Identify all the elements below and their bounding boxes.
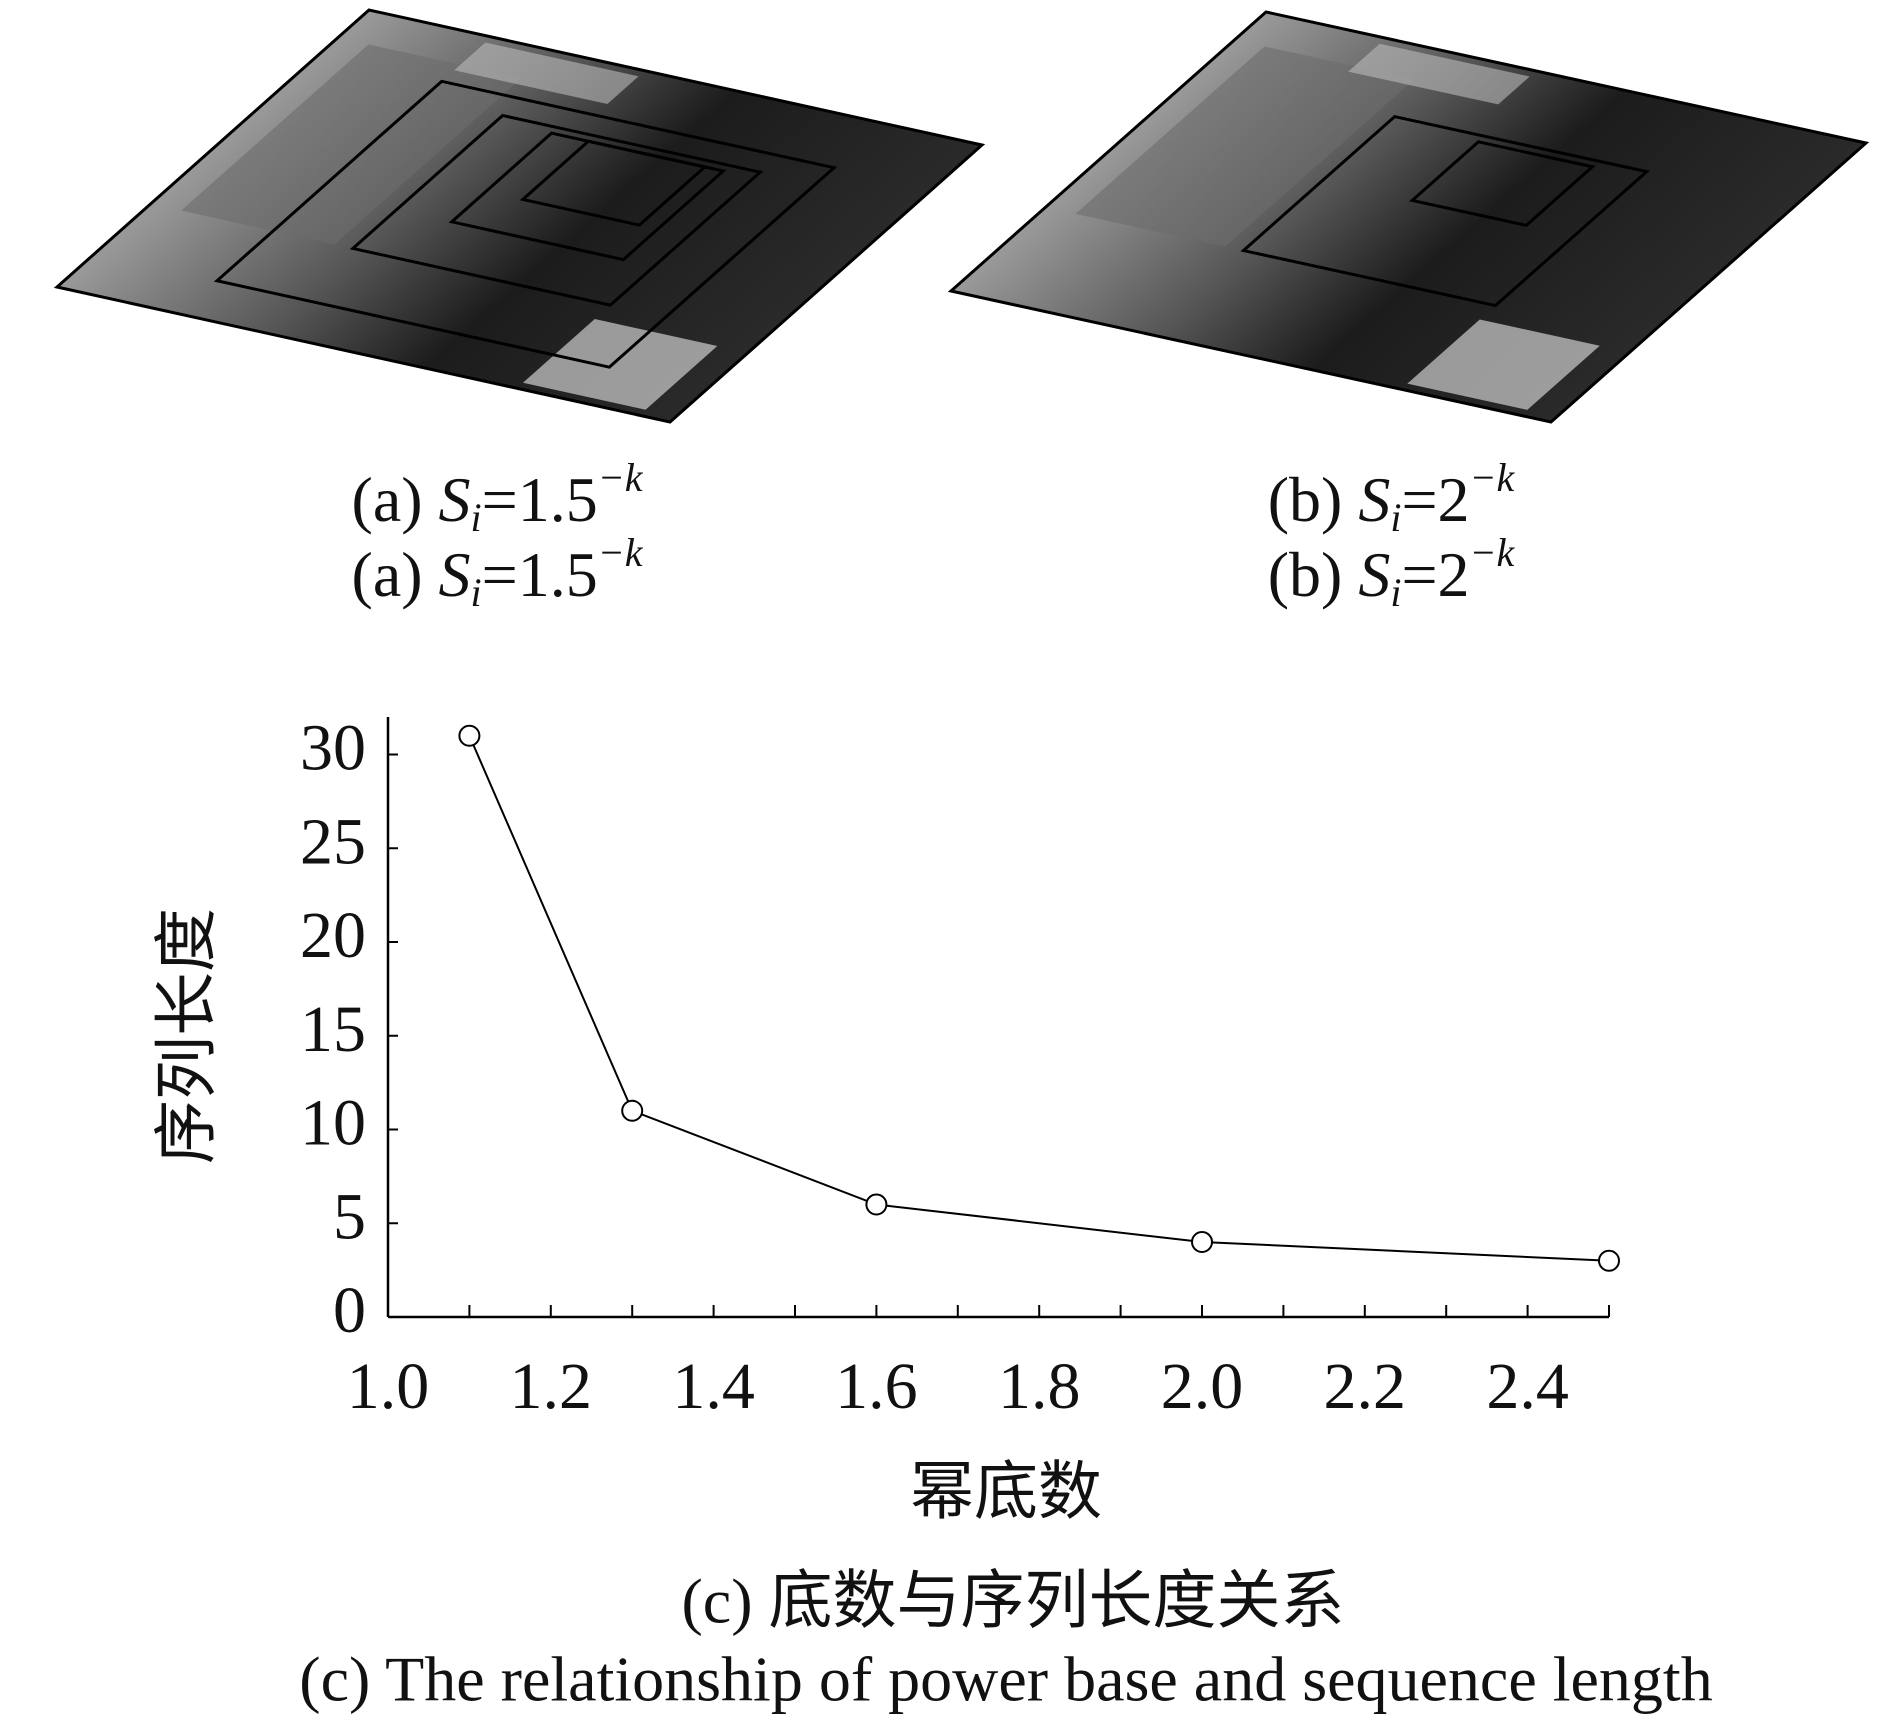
caption-value: =1.5 — [482, 464, 598, 535]
x-tick-label: 1.8 — [998, 1350, 1081, 1423]
y-axis-label: 序列长度 — [152, 908, 223, 1164]
data-point — [1191, 1231, 1213, 1253]
y-tick-label: 20 — [300, 899, 366, 972]
caption-label: (b) — [1268, 464, 1343, 535]
caption-subscript: i — [1390, 495, 1401, 540]
y-tick-label: 5 — [333, 1180, 366, 1253]
x-tick-label: 1.4 — [672, 1350, 755, 1423]
x-tick-label: 2.0 — [1161, 1350, 1244, 1423]
pyramid-image-a — [57, 10, 982, 422]
chart-caption-en: (c) The relationship of power base and s… — [299, 1644, 1712, 1715]
caption-subscript: i — [1390, 570, 1401, 615]
x-tick-label: 1.0 — [347, 1350, 430, 1423]
caption-value: =1.5 — [482, 539, 598, 610]
panel-caption: (b) Si=2−k — [1268, 455, 1516, 540]
caption-subscript: i — [471, 570, 482, 615]
caption-value: =2 — [1401, 539, 1469, 610]
y-tick-label: 30 — [300, 712, 366, 785]
chart-caption: (c) 底数与序列长度关系 — [681, 1566, 1344, 1637]
panel-caption: (a) Si=1.5−k — [352, 455, 644, 540]
panel-caption: (a) Si=1.5−k — [352, 530, 644, 615]
caption-symbol: S — [439, 539, 471, 610]
pyramid-image-b — [951, 12, 1866, 422]
caption-symbol: S — [1358, 464, 1390, 535]
x-tick-label: 1.2 — [510, 1350, 593, 1423]
data-point — [1598, 1249, 1620, 1272]
x-tick-label: 2.4 — [1486, 1350, 1569, 1423]
x-tick-label: 1.6 — [835, 1350, 918, 1423]
caption-symbol: S — [1358, 539, 1390, 610]
caption-exponent: −k — [1470, 455, 1516, 500]
caption-label: (b) — [1268, 539, 1343, 610]
caption-subscript: i — [471, 495, 482, 540]
y-tick-label: 15 — [300, 993, 366, 1066]
data-point — [621, 1099, 644, 1122]
y-tick-label: 25 — [300, 805, 366, 878]
series-line — [468, 735, 1610, 1262]
caption-exponent: −k — [1470, 530, 1516, 575]
caption-exponent: −k — [598, 455, 644, 500]
caption-label: (a) — [352, 539, 423, 610]
y-tick-label: 0 — [333, 1274, 366, 1347]
data-point — [865, 1193, 888, 1216]
caption-label: (a) — [352, 464, 423, 535]
caption-value: =2 — [1401, 464, 1469, 535]
caption-symbol: S — [439, 464, 471, 535]
data-point — [458, 724, 481, 747]
x-tick-label: 2.2 — [1324, 1350, 1407, 1423]
y-tick-label: 10 — [300, 1087, 366, 1160]
x-axis-label: 幂底数 — [910, 1457, 1102, 1528]
panel-caption: (b) Si=2−k — [1268, 530, 1516, 615]
caption-exponent: −k — [598, 530, 644, 575]
